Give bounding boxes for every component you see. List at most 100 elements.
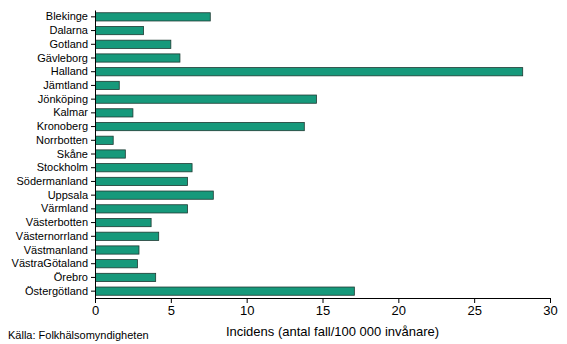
y-tick: Västernorrland bbox=[16, 230, 95, 242]
y-tick-mark bbox=[91, 85, 95, 86]
y-tick-mark bbox=[91, 30, 95, 31]
x-tick: 20 bbox=[392, 298, 406, 318]
y-tick-label: Östergötland bbox=[25, 285, 88, 297]
bar bbox=[95, 136, 113, 144]
bar bbox=[95, 109, 133, 117]
x-tick: 5 bbox=[168, 298, 175, 318]
x-tick: 10 bbox=[240, 298, 254, 318]
y-tick-mark bbox=[91, 222, 95, 223]
source-note: Källa: Folkhälsomyndigheten bbox=[8, 329, 149, 341]
y-tick-label: Värmland bbox=[41, 202, 88, 214]
y-tick-mark bbox=[91, 71, 95, 72]
bar bbox=[95, 13, 210, 21]
x-tick: 30 bbox=[543, 298, 557, 318]
y-tick-mark bbox=[91, 16, 95, 17]
bar bbox=[95, 218, 151, 226]
bars bbox=[95, 13, 523, 296]
bar bbox=[95, 191, 213, 199]
y-tick: Halland bbox=[51, 65, 95, 77]
y-tick-label: Västernorrland bbox=[16, 230, 88, 242]
bar bbox=[95, 177, 188, 185]
y-tick-label: Norrbotten bbox=[36, 134, 88, 146]
y-tick: Västerbotten bbox=[26, 216, 95, 228]
y-tick-label: Jämtland bbox=[43, 79, 88, 91]
y-tick: Blekinge bbox=[46, 10, 95, 22]
y-tick: Kronoberg bbox=[37, 120, 95, 132]
y-tick-mark bbox=[91, 291, 95, 292]
y-tick-mark bbox=[91, 250, 95, 251]
y-tick-label: Kalmar bbox=[53, 106, 88, 118]
bar bbox=[95, 273, 156, 281]
y-tick-mark bbox=[91, 140, 95, 141]
y-tick-mark bbox=[91, 208, 95, 209]
x-tick-label: 30 bbox=[543, 303, 557, 318]
y-tick: Stockholm bbox=[37, 161, 95, 173]
y-tick-label: Blekinge bbox=[46, 10, 88, 22]
y-tick-label: VästraGötaland bbox=[12, 257, 88, 269]
y-tick: Jämtland bbox=[43, 79, 95, 91]
y-tick-label: Uppsala bbox=[48, 189, 89, 201]
y-tick-mark bbox=[91, 112, 95, 113]
y-tick-label: Gävleborg bbox=[37, 52, 88, 64]
y-tick-label: Dalarna bbox=[49, 24, 88, 36]
bar bbox=[95, 246, 139, 254]
x-axis-title: Incidens (antal fall/100 000 invånare) bbox=[226, 324, 439, 339]
y-tick-label: Halland bbox=[51, 65, 88, 77]
x-tick: 15 bbox=[316, 298, 330, 318]
x-tick: 0 bbox=[92, 298, 99, 318]
plot: 0 5 10 15 20 25 30 Blekinge Dalarna Gotland Gävleb… bbox=[12, 10, 558, 318]
y-axis: Blekinge Dalarna Gotland GävleborgHalland Jä… bbox=[12, 10, 96, 298]
bar bbox=[95, 122, 304, 130]
y-tick-label: Stockholm bbox=[37, 161, 88, 173]
y-tick-label: Jönköping bbox=[38, 93, 88, 105]
chart: 0 5 10 15 20 25 30 Blekinge Dalarna Gotland Gävleb… bbox=[0, 0, 567, 344]
x-tick-label: 25 bbox=[467, 303, 481, 318]
y-tick: Norrbotten bbox=[36, 134, 95, 146]
x-tick: 25 bbox=[467, 298, 481, 318]
bar bbox=[95, 68, 523, 76]
bar bbox=[95, 150, 125, 158]
x-tick-label: 5 bbox=[168, 303, 175, 318]
bar bbox=[95, 232, 159, 240]
y-tick: Uppsala bbox=[48, 189, 95, 201]
x-tick-label: 20 bbox=[392, 303, 406, 318]
bar bbox=[95, 81, 119, 89]
y-tick: Södermanland bbox=[16, 175, 95, 187]
y-tick-label: Kronoberg bbox=[37, 120, 88, 132]
y-tick-mark bbox=[91, 277, 95, 278]
y-tick: VästraGötaland bbox=[12, 257, 95, 269]
y-tick-mark bbox=[91, 167, 95, 168]
bar bbox=[95, 287, 354, 295]
bar bbox=[95, 95, 316, 103]
y-tick-label: Västmanland bbox=[24, 244, 88, 256]
x-tick-label: 0 bbox=[92, 303, 99, 318]
bar bbox=[95, 164, 192, 172]
y-tick: Jönköping bbox=[38, 93, 95, 105]
y-tick-label: Örebro bbox=[54, 271, 88, 283]
y-tick-mark bbox=[91, 195, 95, 196]
y-tick: Skåne bbox=[57, 148, 95, 160]
y-tick-label: Västerbotten bbox=[26, 216, 88, 228]
y-tick-mark bbox=[91, 58, 95, 59]
bar bbox=[95, 40, 171, 48]
x-tick-label: 15 bbox=[316, 303, 330, 318]
y-tick: Gotland bbox=[49, 38, 95, 50]
y-tick: Östergötland bbox=[25, 285, 95, 297]
y-tick-mark bbox=[91, 236, 95, 237]
y-tick-label: Gotland bbox=[49, 38, 88, 50]
y-tick: Dalarna bbox=[49, 24, 95, 36]
y-tick: Värmland bbox=[41, 202, 95, 214]
bar bbox=[95, 26, 144, 34]
x-tick-label: 10 bbox=[240, 303, 254, 318]
y-tick-mark bbox=[91, 44, 95, 45]
bar bbox=[95, 260, 137, 268]
y-tick-label: Södermanland bbox=[16, 175, 88, 187]
y-tick-mark bbox=[91, 154, 95, 155]
bar bbox=[95, 205, 188, 213]
y-tick-mark bbox=[91, 263, 95, 264]
y-tick: Örebro bbox=[54, 271, 95, 283]
y-tick: Kalmar bbox=[53, 106, 95, 118]
y-tick-mark bbox=[91, 181, 95, 182]
y-tick-mark bbox=[91, 126, 95, 127]
y-axis-line bbox=[95, 11, 96, 299]
